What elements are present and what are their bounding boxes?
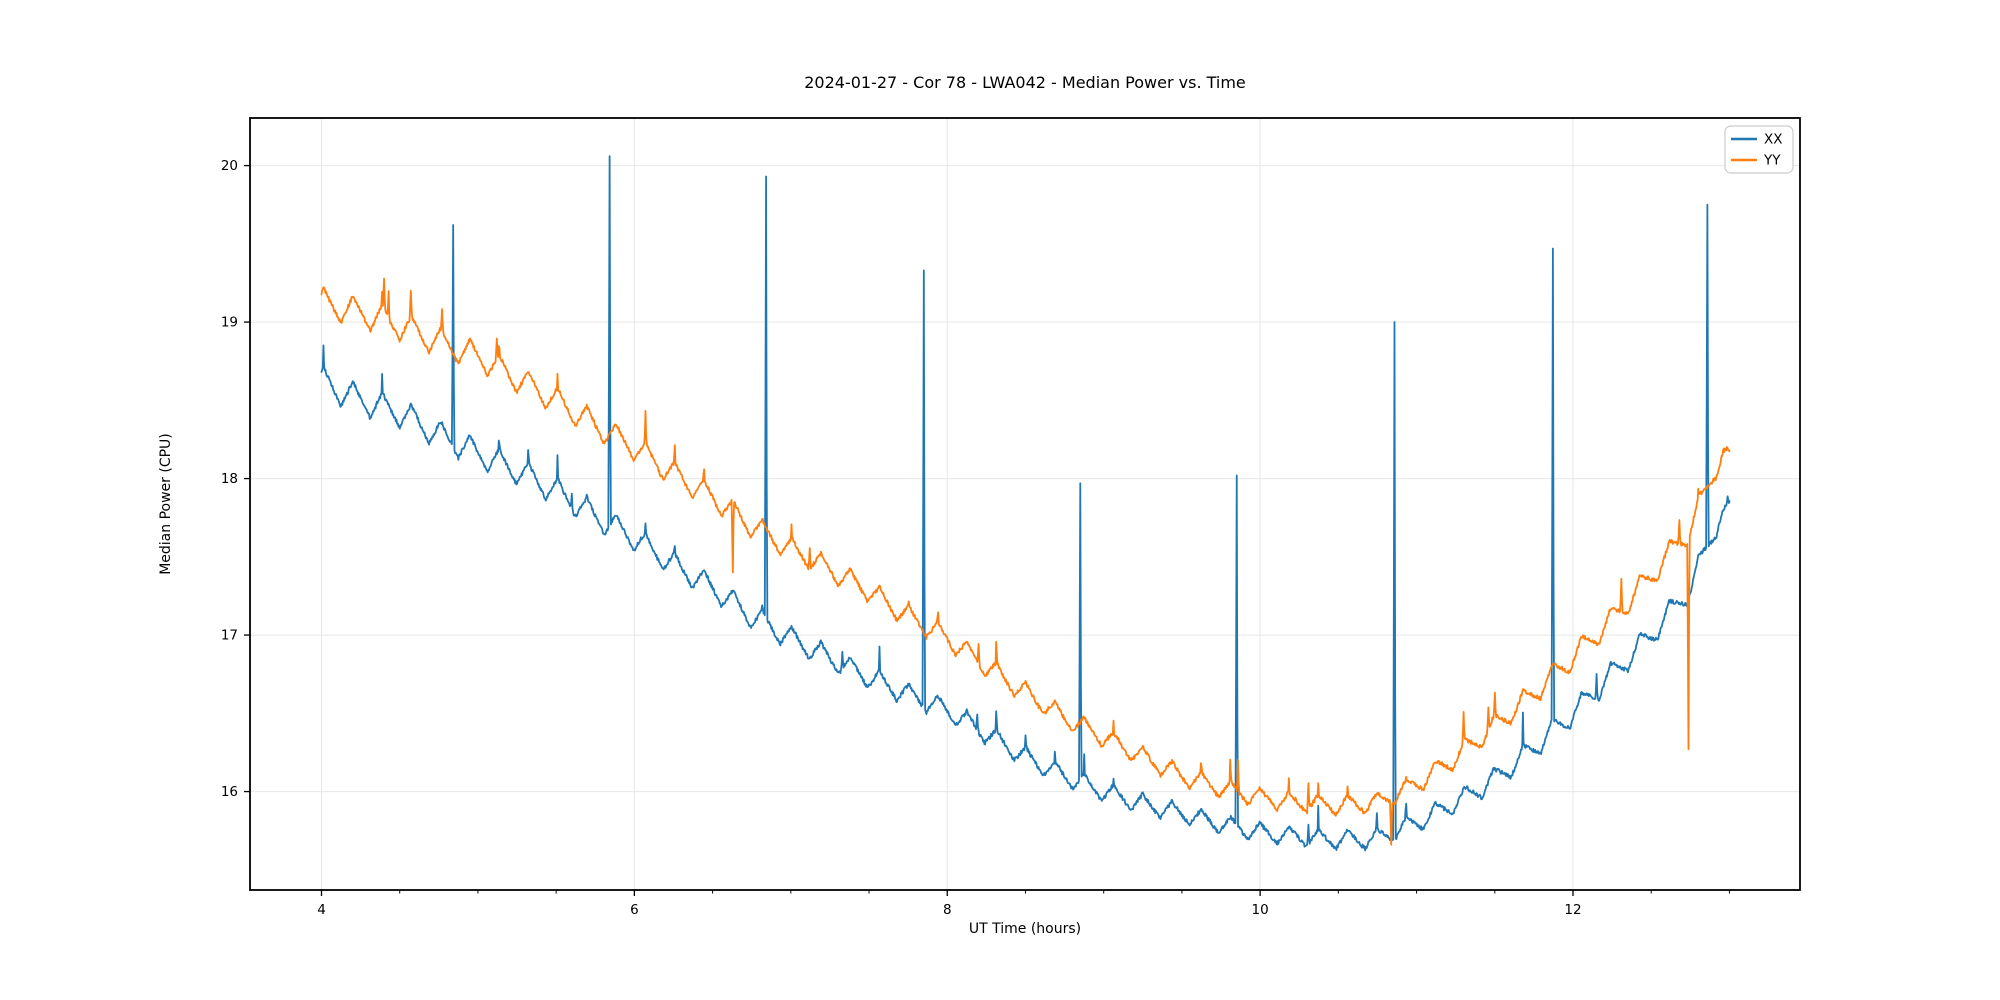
data-series-layer bbox=[320, 155, 1731, 852]
legend-label-yy: YY bbox=[1763, 153, 1781, 169]
legend-box bbox=[1724, 125, 1794, 174]
x-tick-label: 10 bbox=[1252, 902, 1269, 918]
legend: XX YY bbox=[1724, 125, 1794, 174]
series-line-xx bbox=[320, 155, 1731, 852]
x-tick-label: 6 bbox=[630, 902, 639, 918]
axis-ticks bbox=[244, 164, 1730, 896]
y-axis-label: Median Power (CPU) bbox=[158, 433, 174, 575]
y-tick-label: 20 bbox=[221, 158, 238, 174]
y-tick-label: 19 bbox=[221, 315, 238, 331]
y-tick-label: 17 bbox=[221, 628, 238, 644]
x-axis-label: UT Time (hours) bbox=[969, 921, 1081, 937]
gridlines bbox=[250, 118, 1800, 890]
axes-spines bbox=[249, 117, 1801, 891]
x-tick-label: 12 bbox=[1564, 902, 1581, 918]
chart-title: 2024-01-27 - Cor 78 - LWA042 - Median Po… bbox=[804, 73, 1246, 92]
legend-label-xx: XX bbox=[1764, 132, 1783, 148]
y-tick-label: 16 bbox=[221, 784, 238, 800]
axis-tick-labels: 4 6 8 10 12 16 17 18 19 20 bbox=[221, 158, 1582, 918]
y-tick-label: 18 bbox=[221, 471, 238, 487]
x-tick-label: 8 bbox=[943, 902, 952, 918]
series-line-yy bbox=[320, 277, 1731, 846]
plot-border bbox=[249, 117, 1801, 891]
x-tick-label: 4 bbox=[317, 902, 326, 918]
